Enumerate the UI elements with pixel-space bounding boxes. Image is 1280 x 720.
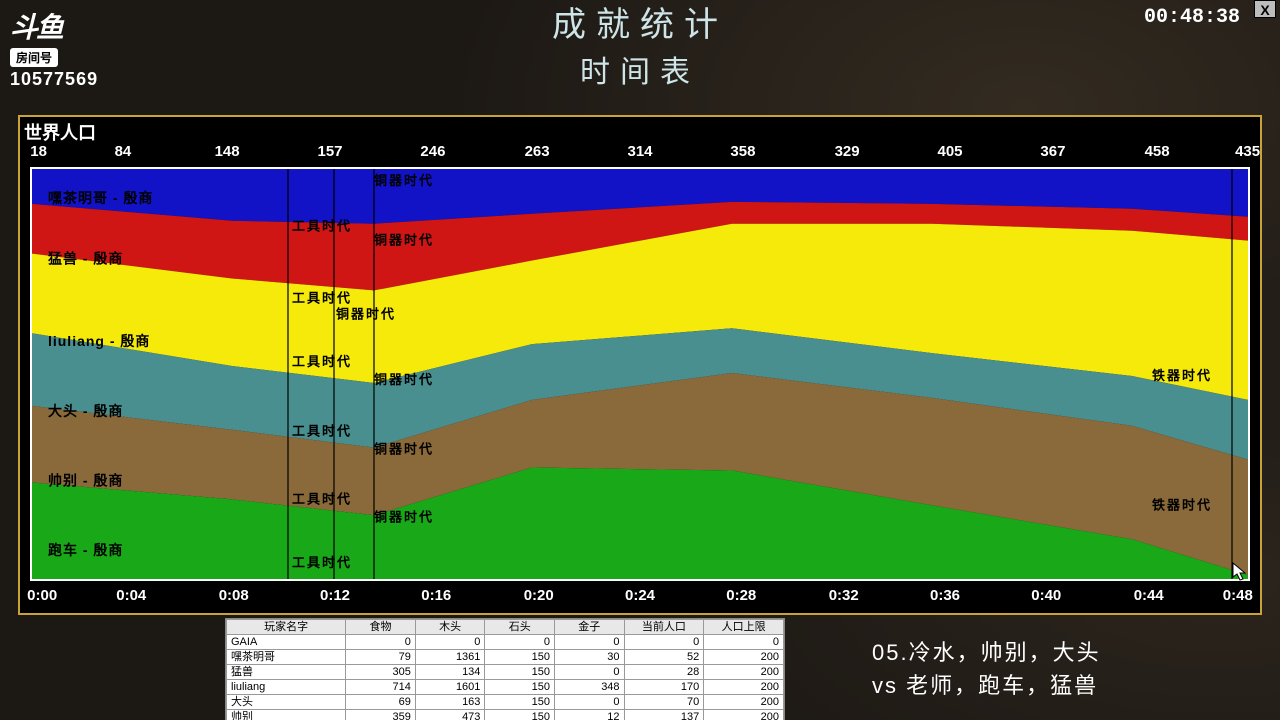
age-label: 铜器时代: [373, 372, 434, 387]
age-label: 铜器时代: [335, 306, 396, 321]
pop-tick: 18: [30, 143, 47, 160]
pop-tick: 329: [835, 143, 860, 160]
world-pop-label: 世界人口: [24, 119, 96, 145]
col-header: 石头: [485, 620, 555, 635]
player-label: liuliang - 殷商: [48, 333, 150, 349]
table-row: GAIA000000: [227, 635, 784, 650]
col-header: 当前人口: [624, 620, 704, 635]
age-label: 铁器时代: [1151, 497, 1212, 512]
player-label: 大头 - 殷商: [48, 403, 123, 419]
col-header: 玩家名字: [227, 620, 346, 635]
time-tick: 0:16: [421, 587, 451, 604]
player-label: 猛兽 - 殷商: [47, 251, 123, 267]
time-tick: 0:48: [1223, 587, 1253, 604]
page-title: 成就统计 时间表: [0, 4, 1280, 91]
pop-tick: 263: [525, 143, 550, 160]
stream-watermark: 斗鱼 房间号 10577569: [10, 6, 98, 90]
age-label: 工具时代: [292, 491, 352, 506]
pop-tick: 246: [420, 143, 445, 160]
game-timer: 00:48:38: [1144, 6, 1240, 29]
caption-line1: 05.冷水，帅别，大头: [872, 636, 1242, 669]
table-row: 猛兽305134150028200: [227, 665, 784, 680]
player-label: 帅别 - 殷商: [48, 472, 123, 488]
age-label: 铁器时代: [1151, 368, 1212, 383]
age-label: 工具时代: [292, 424, 352, 439]
population-chart: 嘿茶明哥 - 殷商猛兽 - 殷商 liuliang - 殷商大头 - 殷商帅别 -…: [30, 167, 1250, 581]
time-tick: 0:20: [524, 587, 554, 604]
time-tick: 0:32: [829, 587, 859, 604]
room-id: 10577569: [10, 69, 98, 90]
col-header: 木头: [415, 620, 485, 635]
age-label: 铜器时代: [373, 442, 434, 457]
pop-tick: 84: [115, 143, 132, 160]
player-label: 嘿茶明哥 - 殷商: [48, 190, 153, 206]
player-label: 跑车 - 殷商: [48, 542, 123, 558]
age-label: 工具时代: [292, 219, 352, 234]
time-tick: 0:28: [726, 587, 756, 604]
time-tick: 0:24: [625, 587, 655, 604]
room-label: 房间号: [10, 48, 58, 67]
age-label: 铜器时代: [373, 233, 434, 248]
pop-tick: 458: [1145, 143, 1170, 160]
time-tick: 0:44: [1134, 587, 1164, 604]
age-label: 工具时代: [292, 290, 352, 305]
age-label: 工具时代: [292, 354, 352, 369]
title-line2: 时间表: [0, 47, 1280, 91]
population-ticks: 18 84 148 157 246 263 314 358 329 405 367 458 435: [20, 143, 1260, 161]
title-line1: 成就统计: [0, 4, 1280, 47]
table-row: liuliang7141601150348170200: [227, 680, 784, 695]
time-tick: 0:36: [930, 587, 960, 604]
time-tick: 0:40: [1031, 587, 1061, 604]
brand-logo: 斗鱼: [10, 6, 98, 46]
col-header: 人口上限: [704, 620, 784, 635]
time-axis-ticks: 0:00 0:04 0:08 0:12 0:16 0:20 0:24 0:28 0:32 0:36…: [30, 587, 1250, 607]
caption-line2: vs 老师，跑车，猛兽: [872, 669, 1242, 702]
close-button[interactable]: X: [1254, 0, 1276, 18]
pop-tick: 435: [1235, 143, 1260, 160]
time-tick: 0:08: [219, 587, 249, 604]
time-tick: 0:12: [320, 587, 350, 604]
table-row: 大头69163150070200: [227, 695, 784, 710]
table-row: 嘿茶明哥7913611503052200: [227, 650, 784, 665]
pop-tick: 314: [627, 143, 652, 160]
time-tick: 0:00: [27, 587, 57, 604]
pop-tick: 148: [215, 143, 240, 160]
pop-tick: 358: [730, 143, 755, 160]
age-label: 铜器时代: [373, 173, 434, 188]
table-row: 帅别35947315012137200: [227, 710, 784, 720]
pop-tick: 157: [317, 143, 342, 160]
match-caption: 05.冷水，帅别，大头 vs 老师，跑车，猛兽: [872, 636, 1242, 702]
pop-tick: 367: [1040, 143, 1065, 160]
col-header: 金子: [554, 620, 624, 635]
pop-tick: 405: [937, 143, 962, 160]
age-label: 工具时代: [292, 555, 352, 570]
col-header: 食物: [346, 620, 416, 635]
timeline-panel: 世界人口 18 84 148 157 246 263 314 358 329 405 367 458 4…: [18, 115, 1262, 615]
age-label: 铜器时代: [373, 509, 434, 524]
stats-table: 玩家名字食物木头石头金子当前人口人口上限GAIA000000嘿茶明哥791361…: [225, 618, 785, 720]
time-tick: 0:04: [116, 587, 146, 604]
